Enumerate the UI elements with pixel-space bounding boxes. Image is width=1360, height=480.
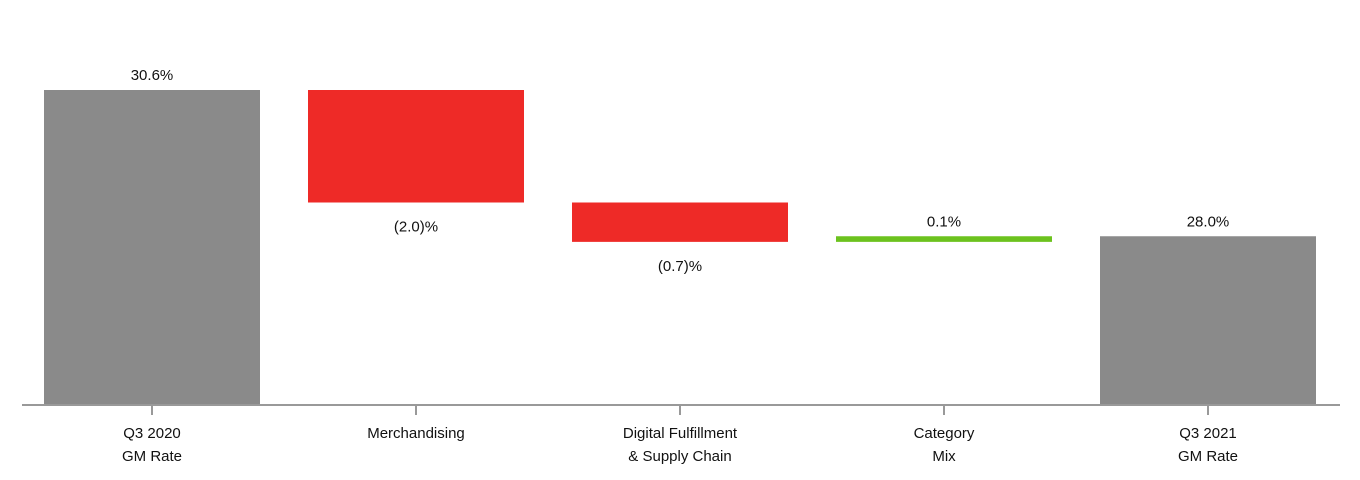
category-label-4-1: GM Rate: [1178, 448, 1238, 465]
category-label-2-0: Digital Fulfillment: [623, 425, 738, 442]
category-label-3-1: Mix: [932, 448, 956, 465]
category-label-2-1: & Supply Chain: [628, 448, 731, 465]
category-label-1-0: Merchandising: [367, 425, 465, 442]
value-label-3: 0.1%: [927, 213, 961, 230]
bar-2: [572, 202, 788, 242]
category-label-4-0: Q3 2021: [1179, 425, 1237, 442]
bars-layer: [44, 90, 1316, 405]
value-label-4: 28.0%: [1187, 213, 1230, 230]
bar-3: [836, 236, 1052, 242]
bar-4: [1100, 236, 1316, 405]
value-label-2: (0.7)%: [658, 258, 702, 275]
category-label-0-1: GM Rate: [122, 448, 182, 465]
bar-0: [44, 90, 260, 405]
x-axis: Q3 2020 GM Rate Merchandising Digital Fulfi…: [22, 404, 1340, 465]
bar-1: [308, 90, 524, 203]
value-label-0: 30.6%: [131, 67, 174, 84]
category-label-3-0: Category: [914, 425, 975, 442]
value-label-1: (2.0)%: [394, 219, 438, 236]
labels-layer: 30.6% (2.0)% (0.7)% 0.1% 28.0%: [131, 67, 1230, 275]
category-label-0-0: Q3 2020: [123, 425, 181, 442]
